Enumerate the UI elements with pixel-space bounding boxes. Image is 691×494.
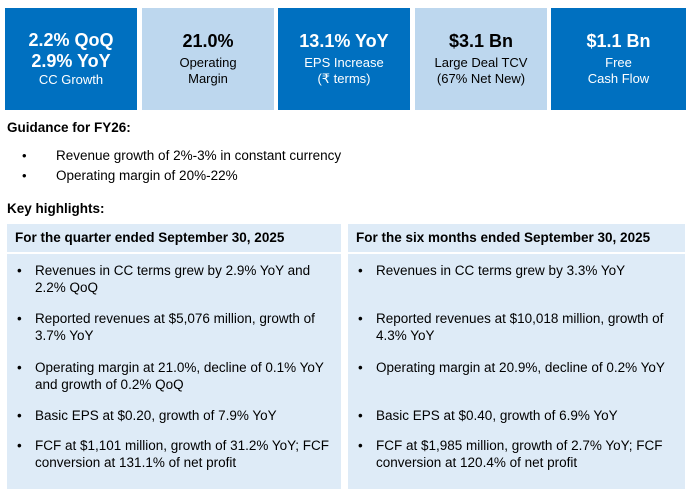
- list-item: • Operating margin at 21.0%, decline of …: [17, 359, 335, 393]
- kpi-tile-operating-margin: 21.0% Operating Margin: [142, 8, 274, 110]
- bullet-icon: •: [17, 311, 22, 326]
- list-item: • Operating margin of 20%-22%: [22, 165, 341, 185]
- highlight-text: FCF at $1,985 million, growth of 2.7% Yo…: [376, 438, 663, 470]
- kpi-tile-large-deal-tcv: $3.1 Bn Large Deal TCV (67% Net New): [415, 8, 547, 110]
- highlight-text: Basic EPS at $0.20, growth of 7.9% YoY: [35, 408, 277, 423]
- kpi-tile-cc-growth: 2.2% QoQ 2.9% YoY CC Growth: [5, 8, 137, 110]
- bullet-icon: •: [22, 147, 27, 163]
- list-item: • Revenues in CC terms grew by 3.3% YoY: [358, 262, 679, 279]
- highlight-text: Basic EPS at $0.40, growth of 6.9% YoY: [376, 408, 618, 423]
- kpi-label: Operating: [179, 55, 237, 70]
- kpi-label: Cash Flow: [587, 71, 650, 86]
- divider: [7, 252, 341, 254]
- kpi-label: Large Deal TCV: [434, 55, 528, 70]
- kpi-label: Free: [605, 55, 632, 70]
- list-item: • Basic EPS at $0.40, growth of 6.9% YoY: [358, 407, 679, 424]
- guidance-list: • Revenue growth of 2%-3% in constant cu…: [22, 145, 341, 185]
- bullet-icon: •: [17, 438, 22, 453]
- bullet-icon: •: [22, 167, 27, 183]
- list-item: • FCF at $1,101 million, growth of 31.2%…: [17, 437, 335, 471]
- list-item: • Operating margin at 20.9%, decline of …: [358, 359, 679, 376]
- list-item: • Revenues in CC terms grew by 2.9% YoY …: [17, 262, 335, 296]
- bullet-icon: •: [358, 360, 363, 375]
- bullet-icon: •: [17, 360, 22, 375]
- list-item: • FCF at $1,985 million, growth of 2.7% …: [358, 437, 679, 471]
- six-months-panel: For the six months ended September 30, 2…: [348, 224, 685, 489]
- kpi-value: $3.1 Bn: [448, 31, 514, 51]
- kpi-tile-free-cash-flow: $1.1 Bn Free Cash Flow: [551, 8, 686, 110]
- highlight-text: Revenues in CC terms grew by 3.3% YoY: [376, 263, 626, 278]
- six-months-panel-title: For the six months ended September 30, 2…: [356, 230, 651, 245]
- bullet-icon: •: [358, 408, 363, 423]
- bullet-icon: •: [358, 438, 363, 453]
- kpi-value-qoq: 2.2% QoQ: [28, 30, 114, 50]
- bullet-icon: •: [17, 263, 22, 278]
- bullet-icon: •: [358, 263, 363, 278]
- bullet-icon: •: [17, 408, 22, 423]
- divider: [348, 252, 685, 254]
- kpi-value: 13.1% YoY: [299, 31, 389, 51]
- list-item: • Reported revenues at $5,076 million, g…: [17, 310, 335, 344]
- quarter-panel-title: For the quarter ended September 30, 2025: [15, 230, 285, 245]
- list-item: • Revenue growth of 2%-3% in constant cu…: [22, 145, 341, 165]
- highlight-text: Reported revenues at $5,076 million, gro…: [35, 311, 315, 343]
- kpi-value-yoy: 2.9% YoY: [31, 51, 111, 71]
- bullet-icon: •: [358, 311, 363, 326]
- highlight-text: Operating margin at 21.0%, decline of 0.…: [35, 360, 324, 392]
- kpi-label: Margin: [188, 71, 228, 86]
- kpi-value: $1.1 Bn: [586, 31, 651, 51]
- highlight-text: Revenues in CC terms grew by 2.9% YoY an…: [35, 263, 311, 295]
- highlight-text: Operating margin at 20.9%, decline of 0.…: [376, 360, 665, 375]
- kpi-tiles: 2.2% QoQ 2.9% YoY CC Growth 21.0% Operat…: [5, 8, 686, 110]
- highlight-text: Reported revenues at $10,018 million, gr…: [376, 311, 664, 343]
- kpi-label: CC Growth: [38, 72, 104, 87]
- kpi-tile-eps: 13.1% YoY EPS Increase (₹ terms): [278, 8, 410, 110]
- guidance-heading: Guidance for FY26:: [7, 120, 131, 135]
- guidance-item-text: Operating margin of 20%-22%: [56, 167, 238, 183]
- highlight-text: FCF at $1,101 million, growth of 31.2% Y…: [35, 438, 330, 470]
- kpi-label: EPS Increase: [304, 55, 384, 70]
- list-item: • Reported revenues at $10,018 million, …: [358, 310, 679, 344]
- highlights-heading: Key highlights:: [7, 201, 105, 216]
- kpi-label: (67% Net New): [436, 71, 526, 86]
- guidance-item-text: Revenue growth of 2%-3% in constant curr…: [56, 147, 342, 163]
- kpi-label: (₹ terms): [317, 71, 371, 86]
- list-item: • Basic EPS at $0.20, growth of 7.9% YoY: [17, 407, 335, 424]
- kpi-value: 21.0%: [182, 31, 234, 51]
- quarter-panel: For the quarter ended September 30, 2025…: [7, 224, 341, 489]
